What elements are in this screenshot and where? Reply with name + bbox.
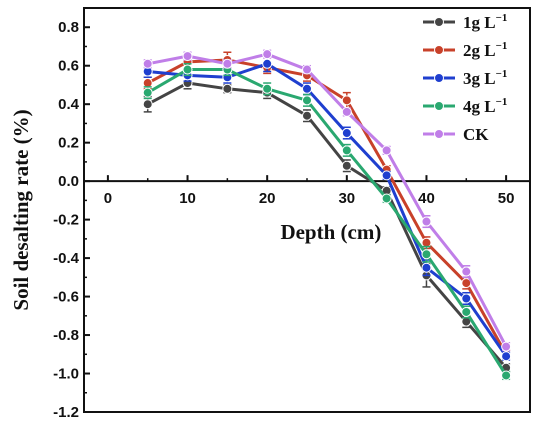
- legend-label-text: 3g L: [463, 69, 496, 88]
- data-point: [262, 58, 273, 69]
- data-point: [142, 99, 153, 110]
- data-point: [461, 306, 472, 317]
- data-point: [262, 49, 273, 60]
- legend-label-text: 1g L: [463, 13, 496, 32]
- data-point: [461, 266, 472, 277]
- legend-entry-2: 2g L−1: [423, 40, 507, 60]
- legend-marker: [434, 45, 444, 55]
- y-tick-label: 0.8: [58, 19, 79, 36]
- series-4: [142, 63, 512, 381]
- legend-label-text: CK: [463, 125, 489, 144]
- legend-label: 2g L−1: [463, 40, 507, 60]
- series-line: [147, 52, 508, 348]
- series-3: [142, 55, 512, 362]
- series-5: [142, 49, 512, 352]
- y-tick-label: 0.6: [58, 58, 79, 75]
- x-axis-title: Depth (cm): [280, 220, 381, 244]
- data-point: [501, 351, 512, 362]
- data-point: [341, 160, 352, 171]
- y-tick-label: 0.4: [58, 96, 80, 113]
- data-point: [381, 145, 392, 156]
- legend-marker: [434, 129, 444, 139]
- legend-label-superscript: −1: [496, 12, 508, 24]
- x-tick-label: 10: [179, 190, 196, 207]
- y-axis-title: Soil desalting rate (%): [9, 109, 33, 310]
- legend-entry-3: 3g L−1: [423, 68, 507, 88]
- data-point: [302, 110, 312, 121]
- data-point: [222, 83, 233, 94]
- legend-entry-5: CK: [423, 125, 489, 144]
- y-tick-label: -0.6: [53, 289, 79, 306]
- data-point: [142, 58, 153, 69]
- x-tick-label: 0: [104, 190, 112, 207]
- legend-marker: [434, 101, 444, 111]
- legend-marker: [434, 17, 444, 27]
- series-line: [147, 81, 508, 369]
- legend-entry-1: 1g L−1: [423, 12, 507, 32]
- data-point: [302, 95, 312, 106]
- x-tick-label: 30: [338, 190, 355, 207]
- chart-axes: 0.8 0.6 0.4 0.2 0.0 -0.2 -0.4 -0.6 -0.8 -1.0 -1.2 0…: [53, 7, 531, 421]
- y-tick-label: -0.8: [53, 327, 79, 344]
- series-2: [142, 51, 512, 360]
- y-tick-label: 0.0: [58, 173, 79, 190]
- data-point: [461, 293, 472, 304]
- data-point: [341, 106, 352, 117]
- chart-legend: 1g L−12g L−13g L−14g L−1CK: [423, 12, 507, 144]
- series-line: [147, 62, 508, 358]
- y-tick-label: -0.2: [53, 212, 79, 229]
- data-point: [341, 128, 352, 139]
- chart-series: [142, 49, 512, 381]
- data-point: [302, 83, 312, 94]
- x-tick-label: 20: [259, 190, 276, 207]
- legend-marker: [434, 73, 444, 83]
- series-line: [147, 58, 508, 356]
- data-point: [381, 193, 392, 204]
- legend-entry-4: 4g L−1: [423, 96, 507, 116]
- y-tick-label: 0.2: [58, 135, 79, 152]
- y-tick-label: -1.0: [53, 366, 79, 383]
- x-tick-label: 40: [418, 190, 435, 207]
- legend-label-text: 4g L: [463, 97, 496, 116]
- legend-label: 3g L−1: [463, 68, 507, 88]
- legend-label: CK: [463, 125, 489, 144]
- data-point: [142, 87, 153, 98]
- legend-label-superscript: −1: [496, 68, 508, 80]
- series-line: [146, 68, 508, 377]
- data-point: [501, 370, 512, 381]
- data-point: [182, 51, 193, 62]
- data-point: [421, 216, 432, 227]
- y-tick-label: -1.2: [53, 404, 79, 421]
- data-point: [262, 83, 273, 94]
- legend-label: 4g L−1: [463, 96, 507, 116]
- data-point: [501, 341, 512, 352]
- data-point: [421, 262, 432, 273]
- plot-frame: [83, 7, 531, 413]
- data-point: [222, 58, 233, 69]
- legend-label-superscript: −1: [496, 40, 508, 52]
- data-point: [341, 95, 352, 106]
- y-tick-label: -0.4: [53, 250, 80, 267]
- data-point: [302, 64, 312, 75]
- legend-label-text: 2g L: [463, 41, 496, 60]
- data-point: [421, 249, 432, 260]
- legend-label-superscript: −1: [496, 96, 508, 108]
- x-tick-label: 50: [498, 190, 515, 207]
- legend-label: 1g L−1: [463, 12, 507, 32]
- data-point: [381, 170, 392, 181]
- data-point: [182, 64, 193, 75]
- data-point: [341, 145, 352, 156]
